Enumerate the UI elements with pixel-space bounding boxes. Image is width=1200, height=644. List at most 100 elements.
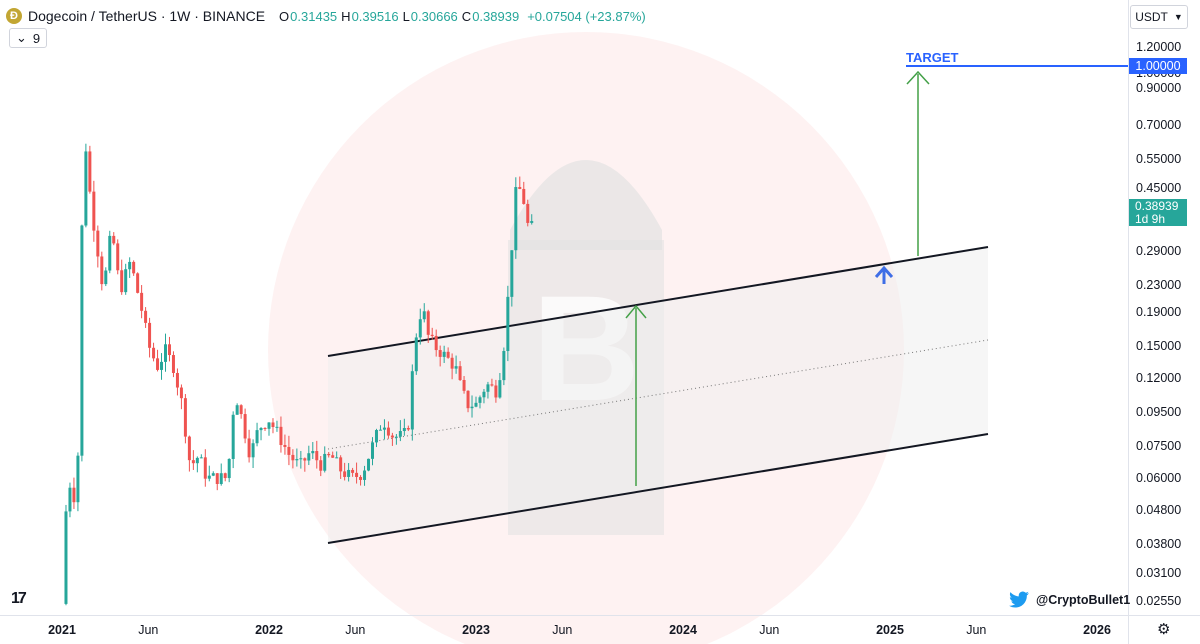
candlestick-series xyxy=(64,143,534,606)
candle-body xyxy=(335,457,339,459)
candle-body xyxy=(378,429,382,431)
candle-body xyxy=(374,430,378,443)
candle-body xyxy=(450,357,454,369)
symbol-title[interactable]: Dogecoin / TetherUS · 1W · BINANCE xyxy=(28,8,266,24)
candle-body xyxy=(219,473,223,484)
tradingview-logo-icon[interactable]: 17 xyxy=(11,590,27,607)
chevron-down-icon: ⌄ xyxy=(16,30,27,45)
candle-body xyxy=(506,296,510,352)
candle-body xyxy=(339,457,343,472)
candle-body xyxy=(80,225,84,456)
candle-body xyxy=(84,151,88,226)
candle-body xyxy=(148,322,152,348)
target-label: TARGET xyxy=(906,50,959,65)
candle-body xyxy=(510,250,514,297)
candle-body xyxy=(267,422,271,429)
close-value: 0.38939 xyxy=(472,8,520,24)
candle-body xyxy=(279,426,283,446)
candle-body xyxy=(156,358,160,370)
candle-body xyxy=(526,203,530,223)
candle-body xyxy=(223,473,227,479)
candle-body xyxy=(422,311,426,320)
annotation-arrows xyxy=(625,65,1129,486)
candle-body xyxy=(136,273,140,293)
candle-body xyxy=(164,344,167,362)
candle-body xyxy=(231,414,235,459)
open-value: 0.31435 xyxy=(290,8,338,24)
candle-body xyxy=(175,372,179,388)
candle-body xyxy=(502,351,506,381)
candle-body xyxy=(128,261,132,270)
bar-countdown: 1d 9h xyxy=(1135,211,1166,226)
candle-body xyxy=(307,453,311,461)
chevron-down-icon: ▼ xyxy=(1173,12,1183,22)
candle-body xyxy=(478,397,482,403)
candle-body xyxy=(386,427,390,436)
price-axis-label: 1.20000 xyxy=(1136,40,1182,55)
candle-body xyxy=(530,221,534,223)
candle-body xyxy=(434,335,438,351)
indicators-toggle-button[interactable]: ⌄ 9 xyxy=(9,28,48,48)
candle-body xyxy=(343,471,347,477)
price-axis-label: 0.03800 xyxy=(1136,536,1182,551)
candle-body xyxy=(410,371,414,430)
candle-body xyxy=(518,187,522,189)
price-axis-label: 0.45000 xyxy=(1136,181,1182,196)
candle-body xyxy=(359,476,363,480)
candle-body xyxy=(382,427,386,430)
candle-body xyxy=(474,402,478,407)
candle-body xyxy=(271,422,275,428)
price-axis-separator xyxy=(1128,0,1129,644)
candle-body xyxy=(291,454,295,461)
candle-body xyxy=(247,438,251,458)
time-axis-label: Jun xyxy=(138,623,159,637)
candle-body xyxy=(287,446,291,455)
candle-body xyxy=(426,311,430,335)
candle-body xyxy=(414,337,418,372)
candle-body xyxy=(494,385,498,398)
candle-body xyxy=(402,428,406,432)
candle-body xyxy=(72,487,76,503)
symbol-legend: Ð Dogecoin / TetherUS · 1W · BINANCE O 0.… xyxy=(6,6,646,26)
candle-body xyxy=(331,455,335,458)
price-axis-label: 0.70000 xyxy=(1136,117,1182,132)
candle-body xyxy=(406,428,410,430)
price-axis-label: 0.03100 xyxy=(1136,565,1182,580)
candle-body xyxy=(160,361,164,370)
candle-body xyxy=(482,391,486,398)
candle-body xyxy=(470,406,474,409)
candle-body xyxy=(283,445,287,447)
price-axis-label: 0.07500 xyxy=(1136,438,1182,453)
price-axis-label: 0.19000 xyxy=(1136,305,1182,320)
candle-body xyxy=(187,436,191,461)
candle-body xyxy=(116,243,120,271)
change-value: +0.07504 (+23.87%) xyxy=(527,8,646,24)
candle-body xyxy=(486,384,490,392)
candle-body xyxy=(255,430,259,444)
currency-button[interactable]: USDT ▼ xyxy=(1130,5,1188,29)
candle-body xyxy=(462,379,466,391)
candle-body xyxy=(442,351,446,357)
candle-body xyxy=(215,473,219,484)
candle-body xyxy=(207,475,211,479)
indicator-count: 9 xyxy=(32,30,41,46)
candle-body xyxy=(295,459,299,461)
target-price-tag: 1.00000 xyxy=(1129,58,1187,74)
candle-body xyxy=(263,427,267,429)
candle-body xyxy=(311,451,315,454)
price-axis-label: 0.02550 xyxy=(1136,594,1182,609)
candle-body xyxy=(152,347,156,359)
time-axis-label: 2026 xyxy=(1083,623,1111,637)
time-axis-label: 2025 xyxy=(876,623,904,637)
candle-body xyxy=(371,442,374,459)
candle-body xyxy=(367,458,371,471)
candle-body xyxy=(108,235,112,271)
time-axis-label: 2022 xyxy=(255,623,283,637)
price-axis-label: 0.23000 xyxy=(1136,277,1182,292)
gear-icon[interactable]: ⚙ xyxy=(1157,621,1171,638)
price-axis-label: 0.06000 xyxy=(1136,470,1182,485)
candle-body xyxy=(243,414,247,439)
price-axis-label: 0.09500 xyxy=(1136,404,1182,419)
high-value: 0.39516 xyxy=(351,8,399,24)
